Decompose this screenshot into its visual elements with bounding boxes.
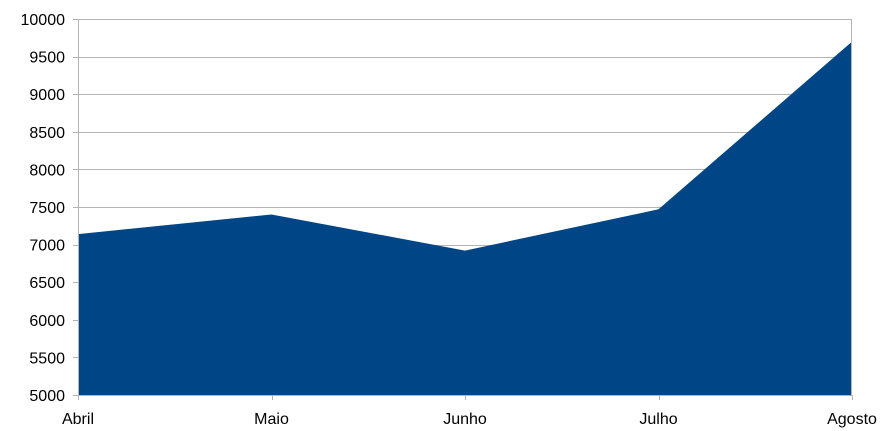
y-tick-label: 5500 [29,350,65,367]
x-tick-label-junho: Junho [443,411,487,428]
y-tick-label: 10000 [21,12,66,29]
x-axis-tick-labels: Abril Maio Junho Julho Agosto [62,411,877,428]
y-axis-tick-labels: 5000 5500 6000 6500 7000 7500 8000 8500 9000 9500… [21,12,66,405]
x-tick-label-agosto: Agosto [827,411,877,428]
x-tick-label-julho: Julho [639,411,677,428]
y-tick-label: 7000 [29,238,65,255]
y-tick-label: 9500 [29,50,65,67]
y-tick-label: 6500 [29,275,65,292]
y-tick-label: 5000 [29,388,65,405]
y-tick-label: 8500 [29,125,65,142]
x-tick-label-maio: Maio [254,411,289,428]
y-tick-label: 7500 [29,200,65,217]
x-tick-label-abril: Abril [62,411,94,428]
y-tick-label: 8000 [29,162,65,179]
y-tick-label: 9000 [29,87,65,104]
y-tick-label: 6000 [29,313,65,330]
